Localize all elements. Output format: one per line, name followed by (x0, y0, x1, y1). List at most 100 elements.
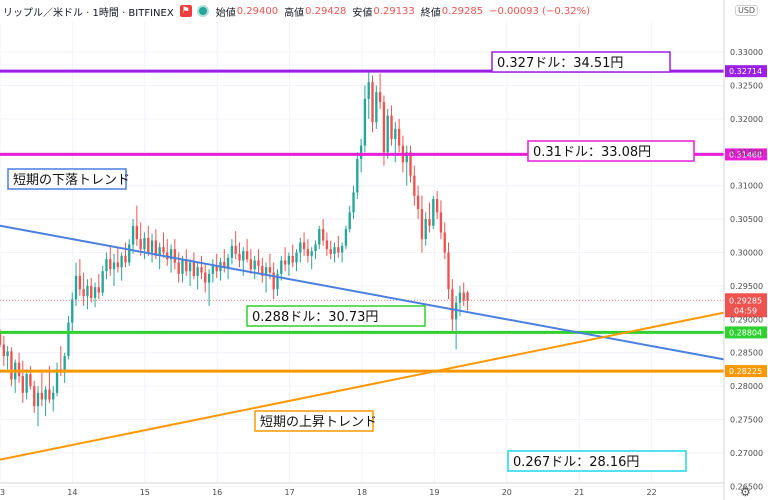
candle-body (116, 262, 120, 268)
candle-body (302, 242, 306, 250)
candle-body (44, 389, 47, 400)
candle-body (158, 247, 161, 256)
candle-body (48, 389, 51, 400)
candle-body (318, 229, 321, 245)
y-tick-label: 0.32000 (730, 115, 763, 124)
candle-body (420, 209, 424, 240)
candle-body (215, 265, 218, 272)
candle-body (169, 249, 173, 260)
x-tick-label: 20 (502, 488, 512, 497)
price-level-tag (725, 148, 767, 161)
candle-body (82, 289, 85, 296)
candle-body (21, 376, 24, 393)
candle-body (310, 251, 313, 256)
candle-body (386, 115, 389, 153)
chart-grid (0, 22, 724, 487)
candle-body (173, 249, 177, 263)
candle-body (432, 199, 435, 226)
y-tick-label: 0.29000 (730, 315, 763, 324)
candle-body (0, 332, 2, 345)
candle-body (428, 219, 431, 226)
close-value: 0.29285 (441, 5, 484, 17)
candle-body (306, 249, 310, 256)
countdown-timer: 04:59 (734, 306, 757, 315)
flag-icon[interactable]: ⚑ (179, 5, 192, 17)
candle-body (359, 145, 363, 159)
candle-body (188, 262, 192, 272)
candle-body (344, 229, 348, 246)
low-value: 0.29133 (373, 5, 415, 17)
y-tick-label: 0.26500 (730, 482, 763, 491)
x-tick-label: 15 (140, 488, 150, 497)
candles (0, 71, 469, 427)
gear-icon[interactable]: ⚙ (740, 485, 751, 499)
candle-body (356, 158, 359, 193)
y-tick-label: 0.31000 (730, 182, 763, 191)
price-level-tag (725, 326, 767, 339)
candle-body (321, 229, 325, 241)
candle-body (192, 262, 196, 276)
open-label: 始値 (215, 7, 236, 19)
candle-body (371, 82, 374, 123)
y-tick-label: 0.29500 (730, 282, 763, 291)
candle-body (139, 239, 142, 250)
candle-body (147, 237, 150, 253)
candle-body (314, 244, 317, 252)
level-label-031-box[interactable] (527, 140, 695, 162)
candle-body (394, 128, 397, 139)
candle-body (367, 82, 370, 99)
candle-body (257, 260, 260, 266)
level-label-0288-box[interactable] (246, 305, 426, 327)
candle-body (93, 287, 97, 298)
candle-body (105, 259, 108, 272)
trendlines[interactable] (0, 224, 725, 461)
currency-button[interactable]: USD (735, 5, 759, 16)
candle-body (207, 273, 211, 283)
candle-body (185, 259, 188, 272)
candle-body (276, 273, 279, 290)
annotations[interactable]: 0.327ドル：34.51円 0.31ドル：33.08円 0.288ドル：30.73… (7, 51, 695, 472)
downtrend-label: 短期の下落トレンド (13, 173, 130, 188)
symbol-title[interactable]: リップル／米ドル · 1時間 · BITFINEX (3, 7, 174, 19)
candle-body (55, 369, 59, 393)
level-label-0288: 0.288ドル：30.73円 (252, 310, 378, 325)
close-label: 終値 (420, 7, 441, 19)
candle-body (6, 351, 9, 357)
y-tick-label: 0.32500 (730, 81, 763, 90)
candle-body (397, 128, 401, 146)
candle-body (177, 262, 180, 274)
candle-body (200, 267, 203, 273)
level-label-0327-box[interactable] (491, 51, 671, 73)
y-tick-label: 0.30000 (730, 249, 763, 258)
candle-body (462, 292, 465, 301)
candle-body (2, 344, 6, 357)
current-price-value: 0.29285 (729, 296, 762, 305)
candle-body (204, 272, 207, 283)
candle-body (268, 267, 272, 273)
price-level-tag-text: 0.31468 (729, 150, 762, 159)
candle-body (131, 225, 135, 245)
candle-body (71, 299, 74, 323)
downtrend-label-box[interactable] (7, 168, 127, 190)
candle-body (230, 245, 234, 258)
trendline[interactable] (0, 311, 725, 461)
candle-body (10, 351, 13, 380)
market-status-dot (198, 7, 207, 15)
level-label-0267-box[interactable] (507, 450, 687, 472)
uptrend-label-box[interactable] (254, 410, 374, 432)
candle-body (120, 255, 123, 268)
candle-body (124, 255, 127, 263)
candle-body (280, 260, 283, 274)
chart-header: リップル／米ドル · 1時間 · BITFINEX ⚑ 始値 0.29400 高… (3, 2, 596, 20)
candle-body (97, 287, 101, 293)
high-value: 0.29428 (305, 5, 347, 17)
candle-body (447, 252, 450, 290)
uptrend-label: 短期の上昇トレンド (260, 415, 377, 430)
candle-body (29, 374, 32, 387)
x-tick-label: 18 (357, 488, 367, 497)
price-level-tag-text: 0.28804 (729, 328, 762, 337)
candle-body (299, 242, 302, 253)
candle-body (375, 92, 378, 123)
x-tick-label: 17 (285, 488, 295, 497)
